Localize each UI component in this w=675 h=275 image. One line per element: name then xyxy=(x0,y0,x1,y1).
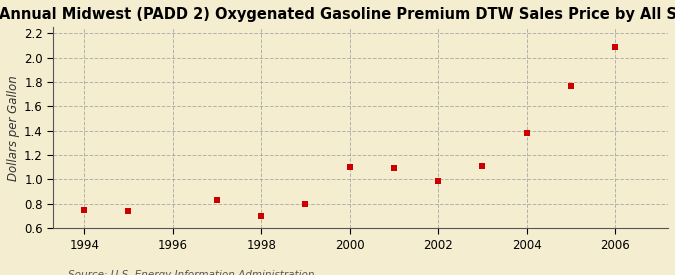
Point xyxy=(566,84,576,88)
Point xyxy=(433,178,443,183)
Y-axis label: Dollars per Gallon: Dollars per Gallon xyxy=(7,75,20,181)
Point xyxy=(388,166,399,171)
Point xyxy=(521,131,532,135)
Point xyxy=(610,45,620,49)
Point xyxy=(211,198,222,202)
Point xyxy=(256,214,267,218)
Text: Source: U.S. Energy Information Administration: Source: U.S. Energy Information Administ… xyxy=(68,271,314,275)
Point xyxy=(79,208,90,212)
Point xyxy=(300,202,310,206)
Title: Annual Midwest (PADD 2) Oxygenated Gasoline Premium DTW Sales Price by All Selle: Annual Midwest (PADD 2) Oxygenated Gasol… xyxy=(0,7,675,22)
Point xyxy=(477,164,488,168)
Point xyxy=(344,165,355,169)
Point xyxy=(123,209,134,213)
